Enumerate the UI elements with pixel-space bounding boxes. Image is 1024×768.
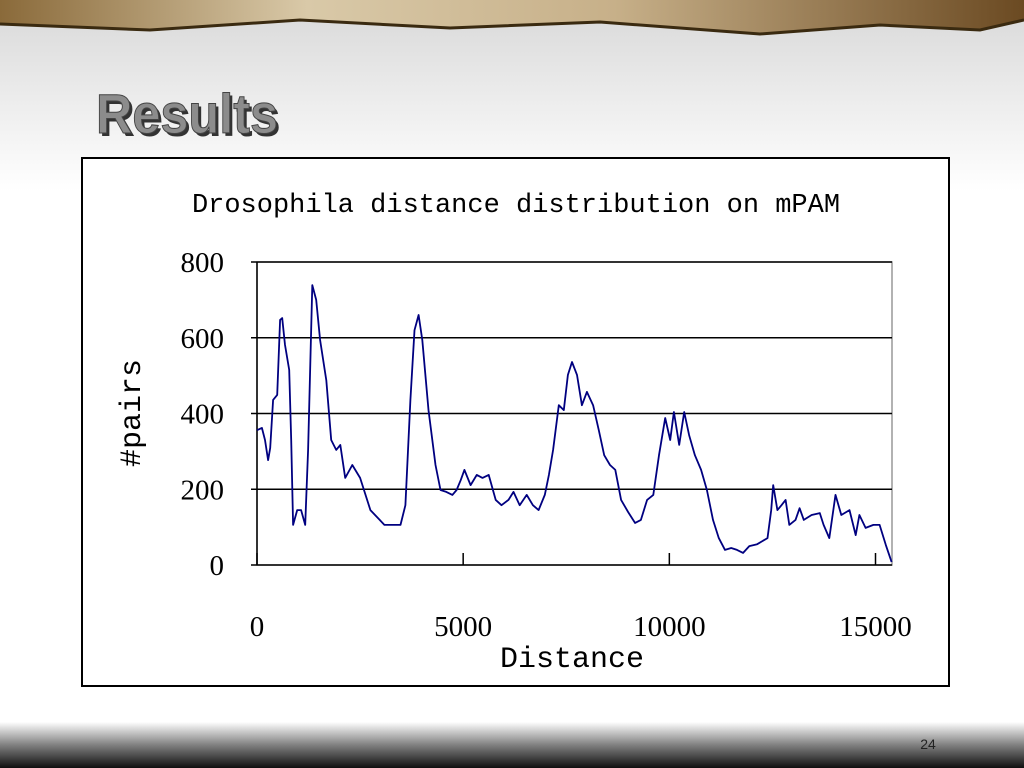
y-tick-label: 800 [181, 247, 225, 279]
slide-title: Results [96, 84, 278, 146]
x-axis-label: Distance [500, 643, 644, 677]
footer-bar [0, 722, 1024, 768]
x-tick-label: 10000 [633, 611, 706, 643]
y-axis-label: #pairs [116, 359, 150, 467]
chart-frame [81, 157, 950, 687]
y-tick-label: 600 [181, 323, 225, 355]
x-tick-label: 15000 [839, 611, 912, 643]
y-tick-label: 400 [181, 399, 225, 431]
header-banner [0, 0, 1024, 34]
slide-title-shadow: Results [99, 87, 281, 149]
y-tick-label: 200 [181, 474, 225, 506]
x-tick-label: 0 [250, 611, 265, 643]
x-tick-label: 5000 [434, 611, 492, 643]
data-line [256, 284, 893, 563]
banner-edge [0, 18, 1024, 36]
chart-title: Drosophila distance distribution on mPAM [192, 191, 840, 221]
page-number: 24 [920, 736, 936, 752]
y-tick-label: 0 [210, 550, 225, 582]
